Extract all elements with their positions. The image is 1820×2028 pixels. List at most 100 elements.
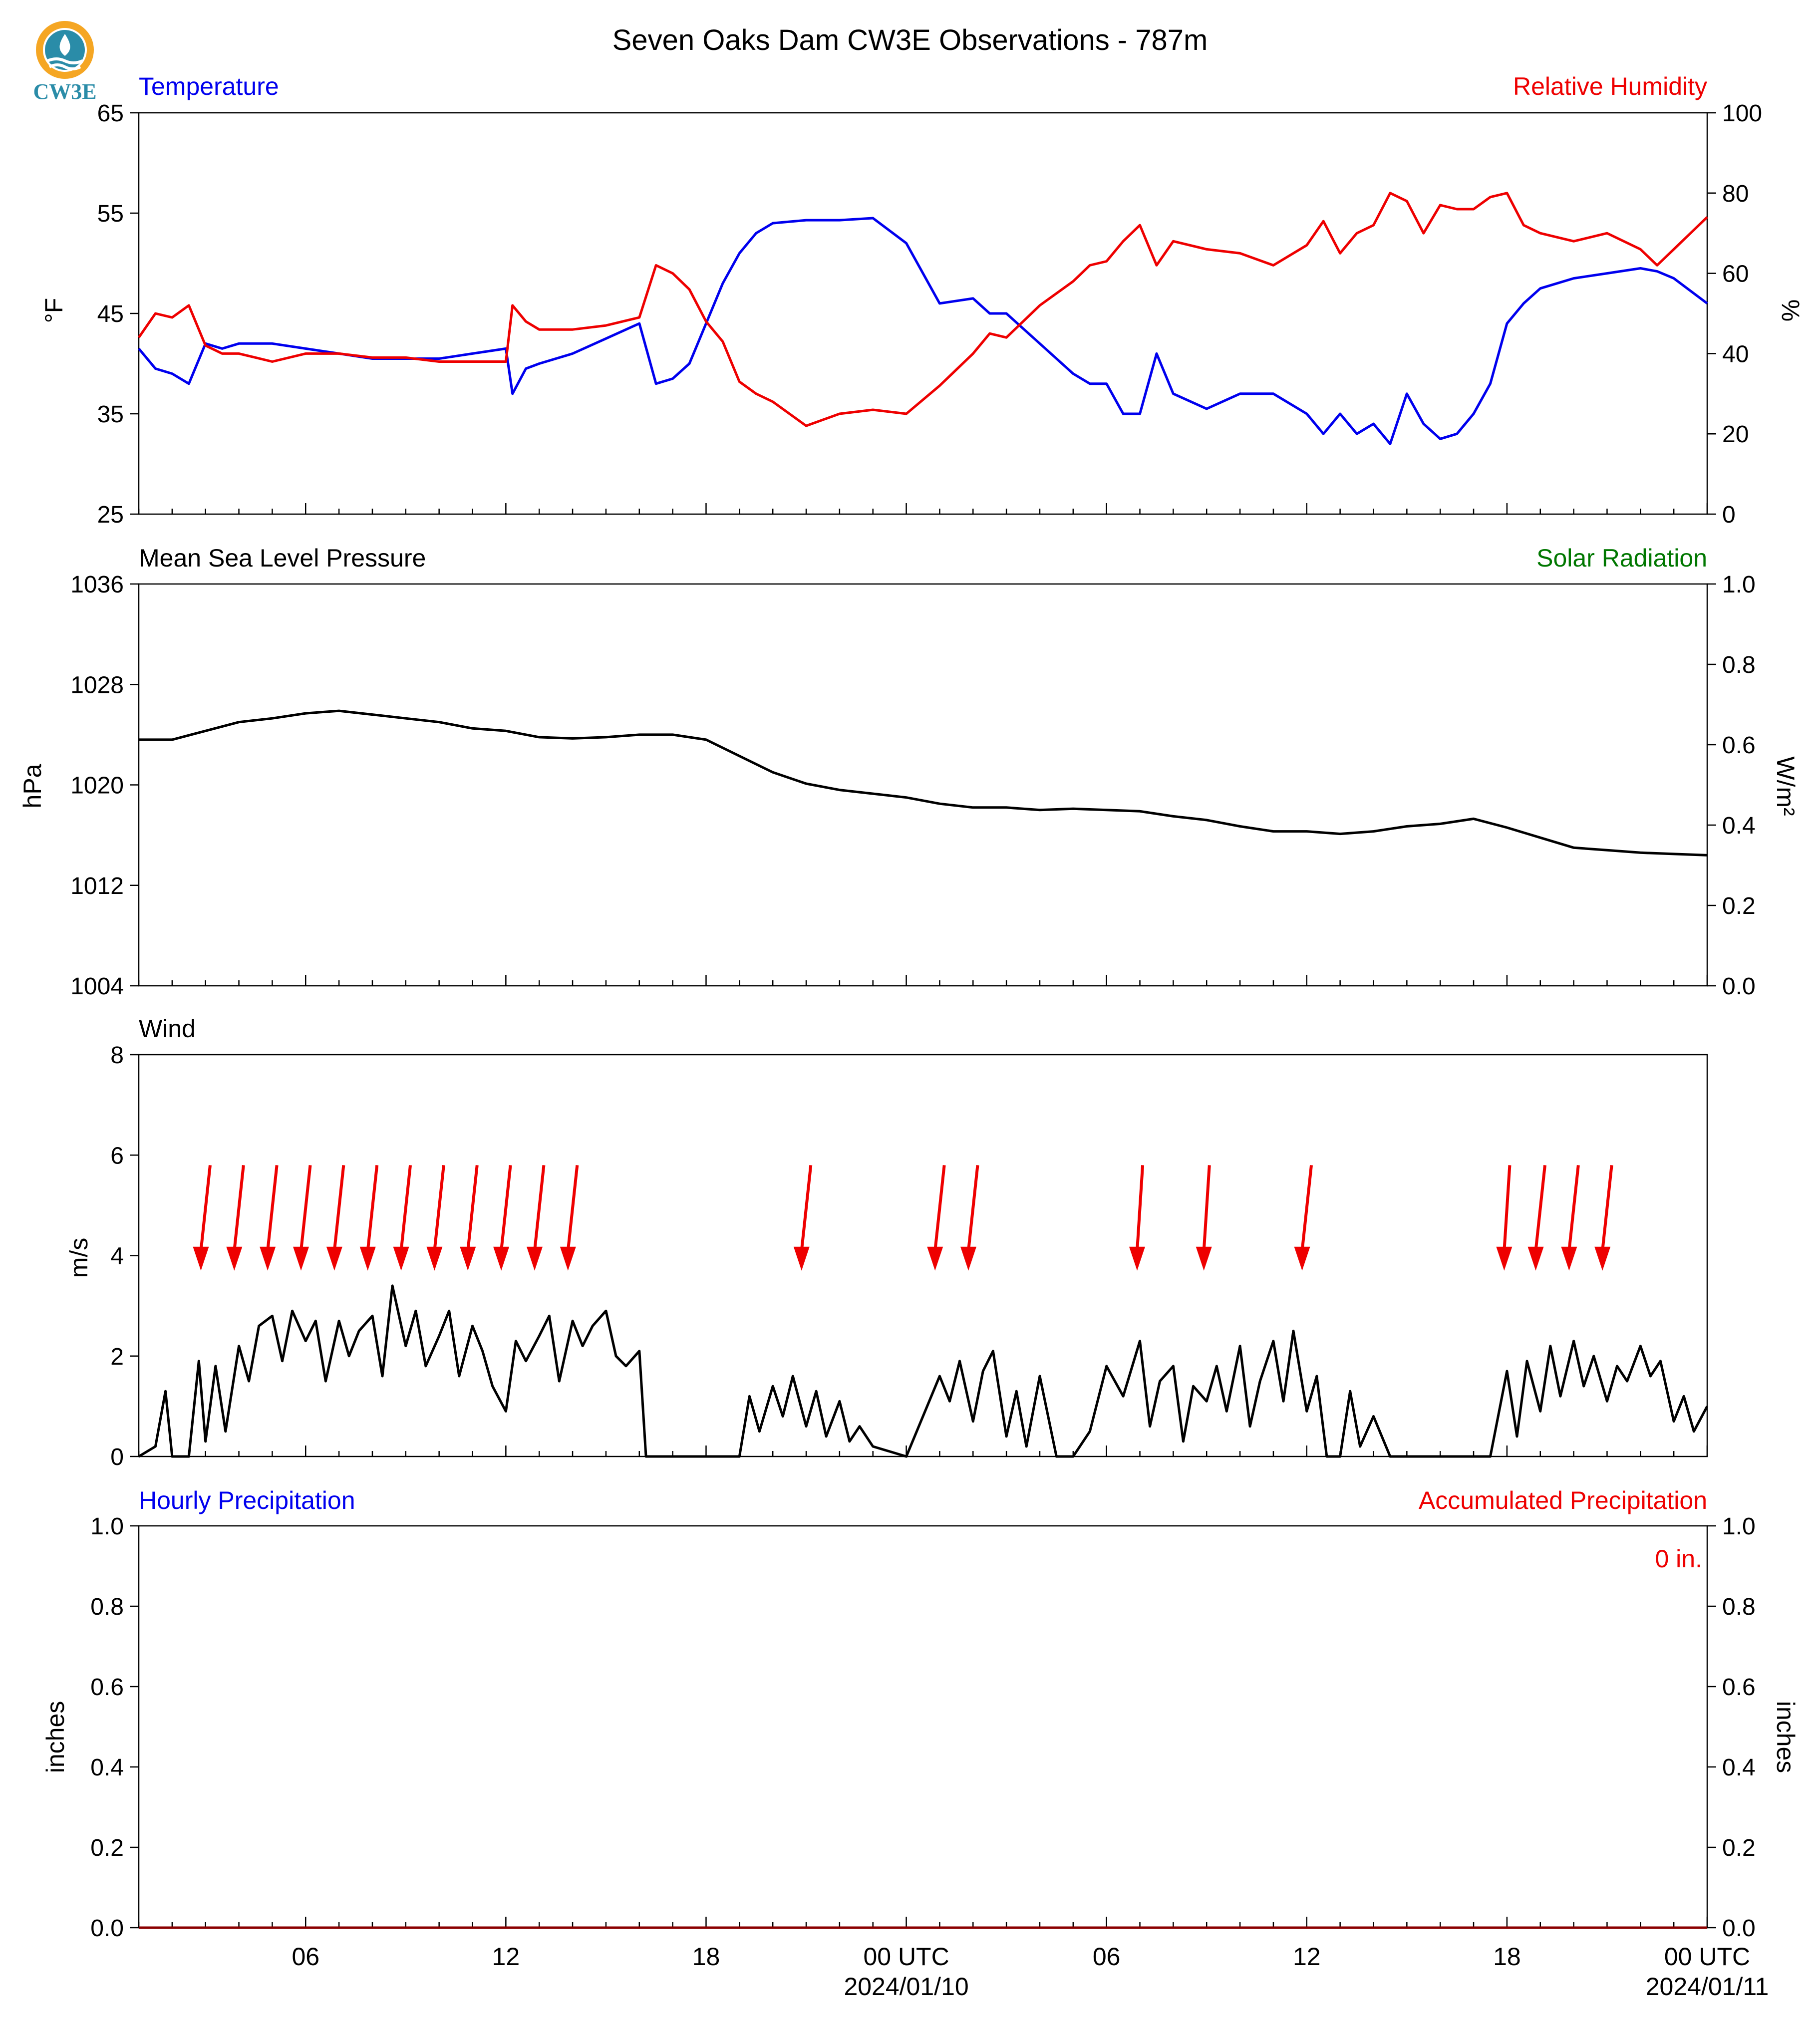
y2-tick-label: 1.0 [1722,1513,1756,1540]
wind-arrow-shaft [1534,1165,1546,1251]
wind-arrow-shaft [800,1165,813,1251]
wind-arrow-shaft [1567,1165,1580,1251]
wind-arrow-shaft [366,1165,379,1251]
y2-tick-label: 80 [1722,181,1749,207]
wind-arrow-head [293,1246,309,1271]
wind-arrow-head [1527,1246,1544,1271]
y2-tick-label: 0.4 [1722,1754,1756,1781]
accumulated-precipitation-title: Accumulated Precipitation [1419,1486,1707,1514]
wind-arrow-head [927,1246,943,1271]
y2-tick-label: 0.8 [1722,1594,1756,1620]
pressure-solar-panel: Mean Sea Level Pressure Solar Radiation … [18,544,1800,1000]
series-line-2-0 [138,1284,1709,1458]
wind-arrow-head [1129,1246,1145,1271]
wind-arrow-head [226,1246,243,1271]
y2-tick-label: 20 [1722,421,1749,448]
y-tick-label: 4 [110,1243,124,1270]
y-tick-label: 0.6 [90,1674,124,1701]
x-tick-label: 00 UTC [1664,1943,1750,1971]
wind-arrow-shaft [266,1165,279,1251]
y-tick-label: 6 [110,1143,124,1169]
y-tick-label: 2 [110,1344,124,1370]
y2-tick-label: 0.6 [1722,1674,1756,1701]
wind-title: Wind [139,1015,196,1043]
wind-arrow-shaft [1136,1165,1145,1251]
y2-tick-label: 0 [1722,502,1736,528]
x-tick-label: 06 [292,1943,319,1971]
y-tick-label: 0 [110,1444,124,1470]
y2-tick-label: 1.0 [1722,572,1756,598]
wind-arrow-shaft [967,1165,979,1251]
y-tick-label: 1036 [70,572,124,598]
y-tick-label: 45 [97,301,124,327]
relative-humidity-title: Relative Humidity [1513,72,1707,100]
y-tick-label: 0.8 [90,1594,124,1620]
y2-tick-label: 0.2 [1722,1835,1756,1861]
y-tick-label: 25 [97,502,124,528]
x-tick-label: 18 [1493,1943,1521,1971]
y2-tick-label: 0.4 [1722,813,1756,839]
series-line-1-0 [139,709,1708,857]
y2-tick-label: 0.8 [1722,652,1756,678]
wind-arrow-shaft [433,1165,445,1251]
solar-axis-label: W/m² [1772,756,1800,816]
pressure-title: Mean Sea Level Pressure [139,544,426,572]
y2-tick-label: 0.2 [1722,893,1756,919]
precipitation-panel: Hourly Precipitation Accumulated Precipi… [41,1486,1800,1942]
y2-tick-label: 60 [1722,261,1749,288]
logo-text: CW3E [33,79,96,104]
accumulated-axis-label: inches [1772,1701,1800,1773]
y-tick-label: 1020 [70,773,124,799]
y-tick-label: 35 [97,401,124,428]
wind-arrow-head [326,1246,342,1271]
x-tick-label: 18 [692,1943,720,1971]
wind-arrow-head [260,1246,276,1271]
wind-arrow-shaft [1202,1165,1211,1251]
series-line-0-0 [138,217,1708,445]
solar-radiation-title: Solar Radiation [1536,544,1707,572]
wind-arrow-shaft [332,1165,345,1251]
precipitation-axis-label: inches [41,1701,69,1773]
wind-arrow-shaft [199,1165,212,1251]
x-tick-label: 00 UTC [863,1943,949,1971]
wind-arrow-shaft [533,1165,546,1251]
wind-arrow-shaft [1300,1165,1313,1251]
logo-droplet-icon [59,34,70,56]
wind-arrow-head [359,1246,376,1271]
y-tick-label: 0.4 [90,1754,124,1781]
wind-arrow-head [560,1246,576,1271]
pressure-axis-label: hPa [18,764,46,808]
temperature-title: Temperature [139,72,279,100]
y-tick-label: 65 [97,100,124,127]
temperature-axis-label: °F [40,298,68,323]
wind-panel: Wind m/s 0 2 4 6 8 [65,1015,1709,1470]
y-tick-label: 0.0 [90,1915,124,1942]
x-tick-label: 12 [1293,1943,1321,1971]
x-tick-label: 06 [1093,1943,1121,1971]
wind-arrow-shaft [500,1165,512,1251]
y-tick-label: 8 [110,1042,124,1069]
wind-arrow-shaft [300,1165,312,1251]
plot-frame [138,112,1708,515]
y-tick-label: 1.0 [90,1513,124,1540]
wind-arrow-head [1594,1246,1611,1271]
x-date-label: 2024/01/11 [1646,1973,1769,2001]
wind-axis-label: m/s [65,1238,93,1278]
wind-arrow-shaft [233,1165,245,1251]
humidity-axis-label: % [1777,299,1805,321]
y-tick-label: 1012 [70,873,124,899]
temperature-humidity-panel: Temperature Relative Humidity °F % 25 35 4… [40,72,1805,528]
wind-arrow-head [1196,1246,1212,1271]
y2-tick-label: 0.0 [1722,1915,1756,1942]
plot-frame [138,1525,1708,1929]
wind-arrow-head [1294,1246,1310,1271]
wind-arrow-head [460,1246,476,1271]
hourly-precipitation-title: Hourly Precipitation [139,1486,355,1514]
y-tick-label: 0.2 [90,1835,124,1861]
wind-arrow-head [493,1246,510,1271]
y-tick-label: 1028 [70,672,124,698]
y2-tick-label: 40 [1722,341,1749,367]
wind-arrow-head [793,1246,810,1271]
figure-title: Seven Oaks Dam CW3E Observations - 787m [612,24,1208,56]
